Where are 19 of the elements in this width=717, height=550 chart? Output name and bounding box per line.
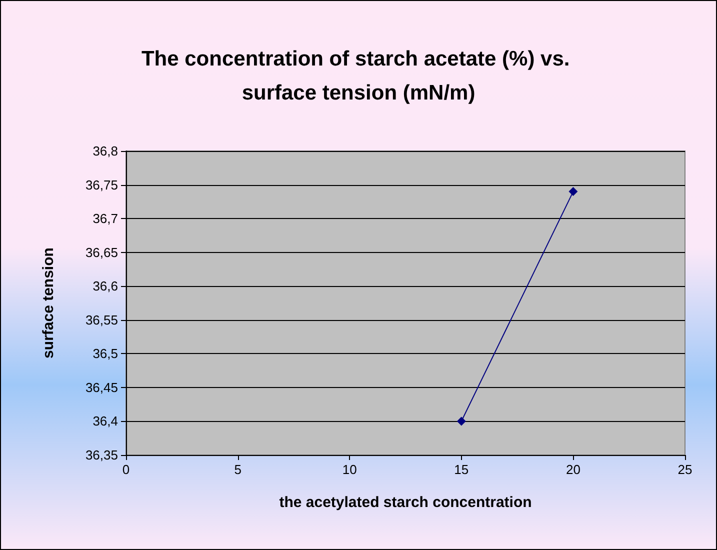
y-tick-label: 36,35 [85, 448, 118, 462]
y-tick-label: 36,7 [92, 211, 118, 226]
x-tick-label: 5 [234, 462, 242, 477]
x-tick-label: 0 [122, 462, 130, 477]
y-tick-label: 36,55 [85, 312, 118, 328]
x-tick-label: 15 [454, 462, 469, 477]
y-tick-label: 36,5 [92, 346, 118, 362]
y-tick-label: 36,6 [92, 278, 118, 294]
y-tick-label: 36,8 [92, 144, 118, 158]
x-axis-title: the acetylated starch concentration [279, 494, 532, 511]
y-tick-label: 36,4 [92, 414, 118, 429]
y-tick-label: 36,45 [85, 380, 118, 395]
x-tick-label: 20 [566, 462, 580, 477]
y-tick-label: 36,65 [85, 244, 118, 260]
x-tick-label: 25 [678, 462, 692, 477]
chart-title: The concentration of starch acetate (%) vs. surface tension (mN/m) [141, 48, 576, 104]
x-tick-label: 10 [342, 462, 357, 477]
y-tick-label: 36,75 [85, 177, 118, 192]
y-axis-title: surface tension [40, 248, 57, 358]
